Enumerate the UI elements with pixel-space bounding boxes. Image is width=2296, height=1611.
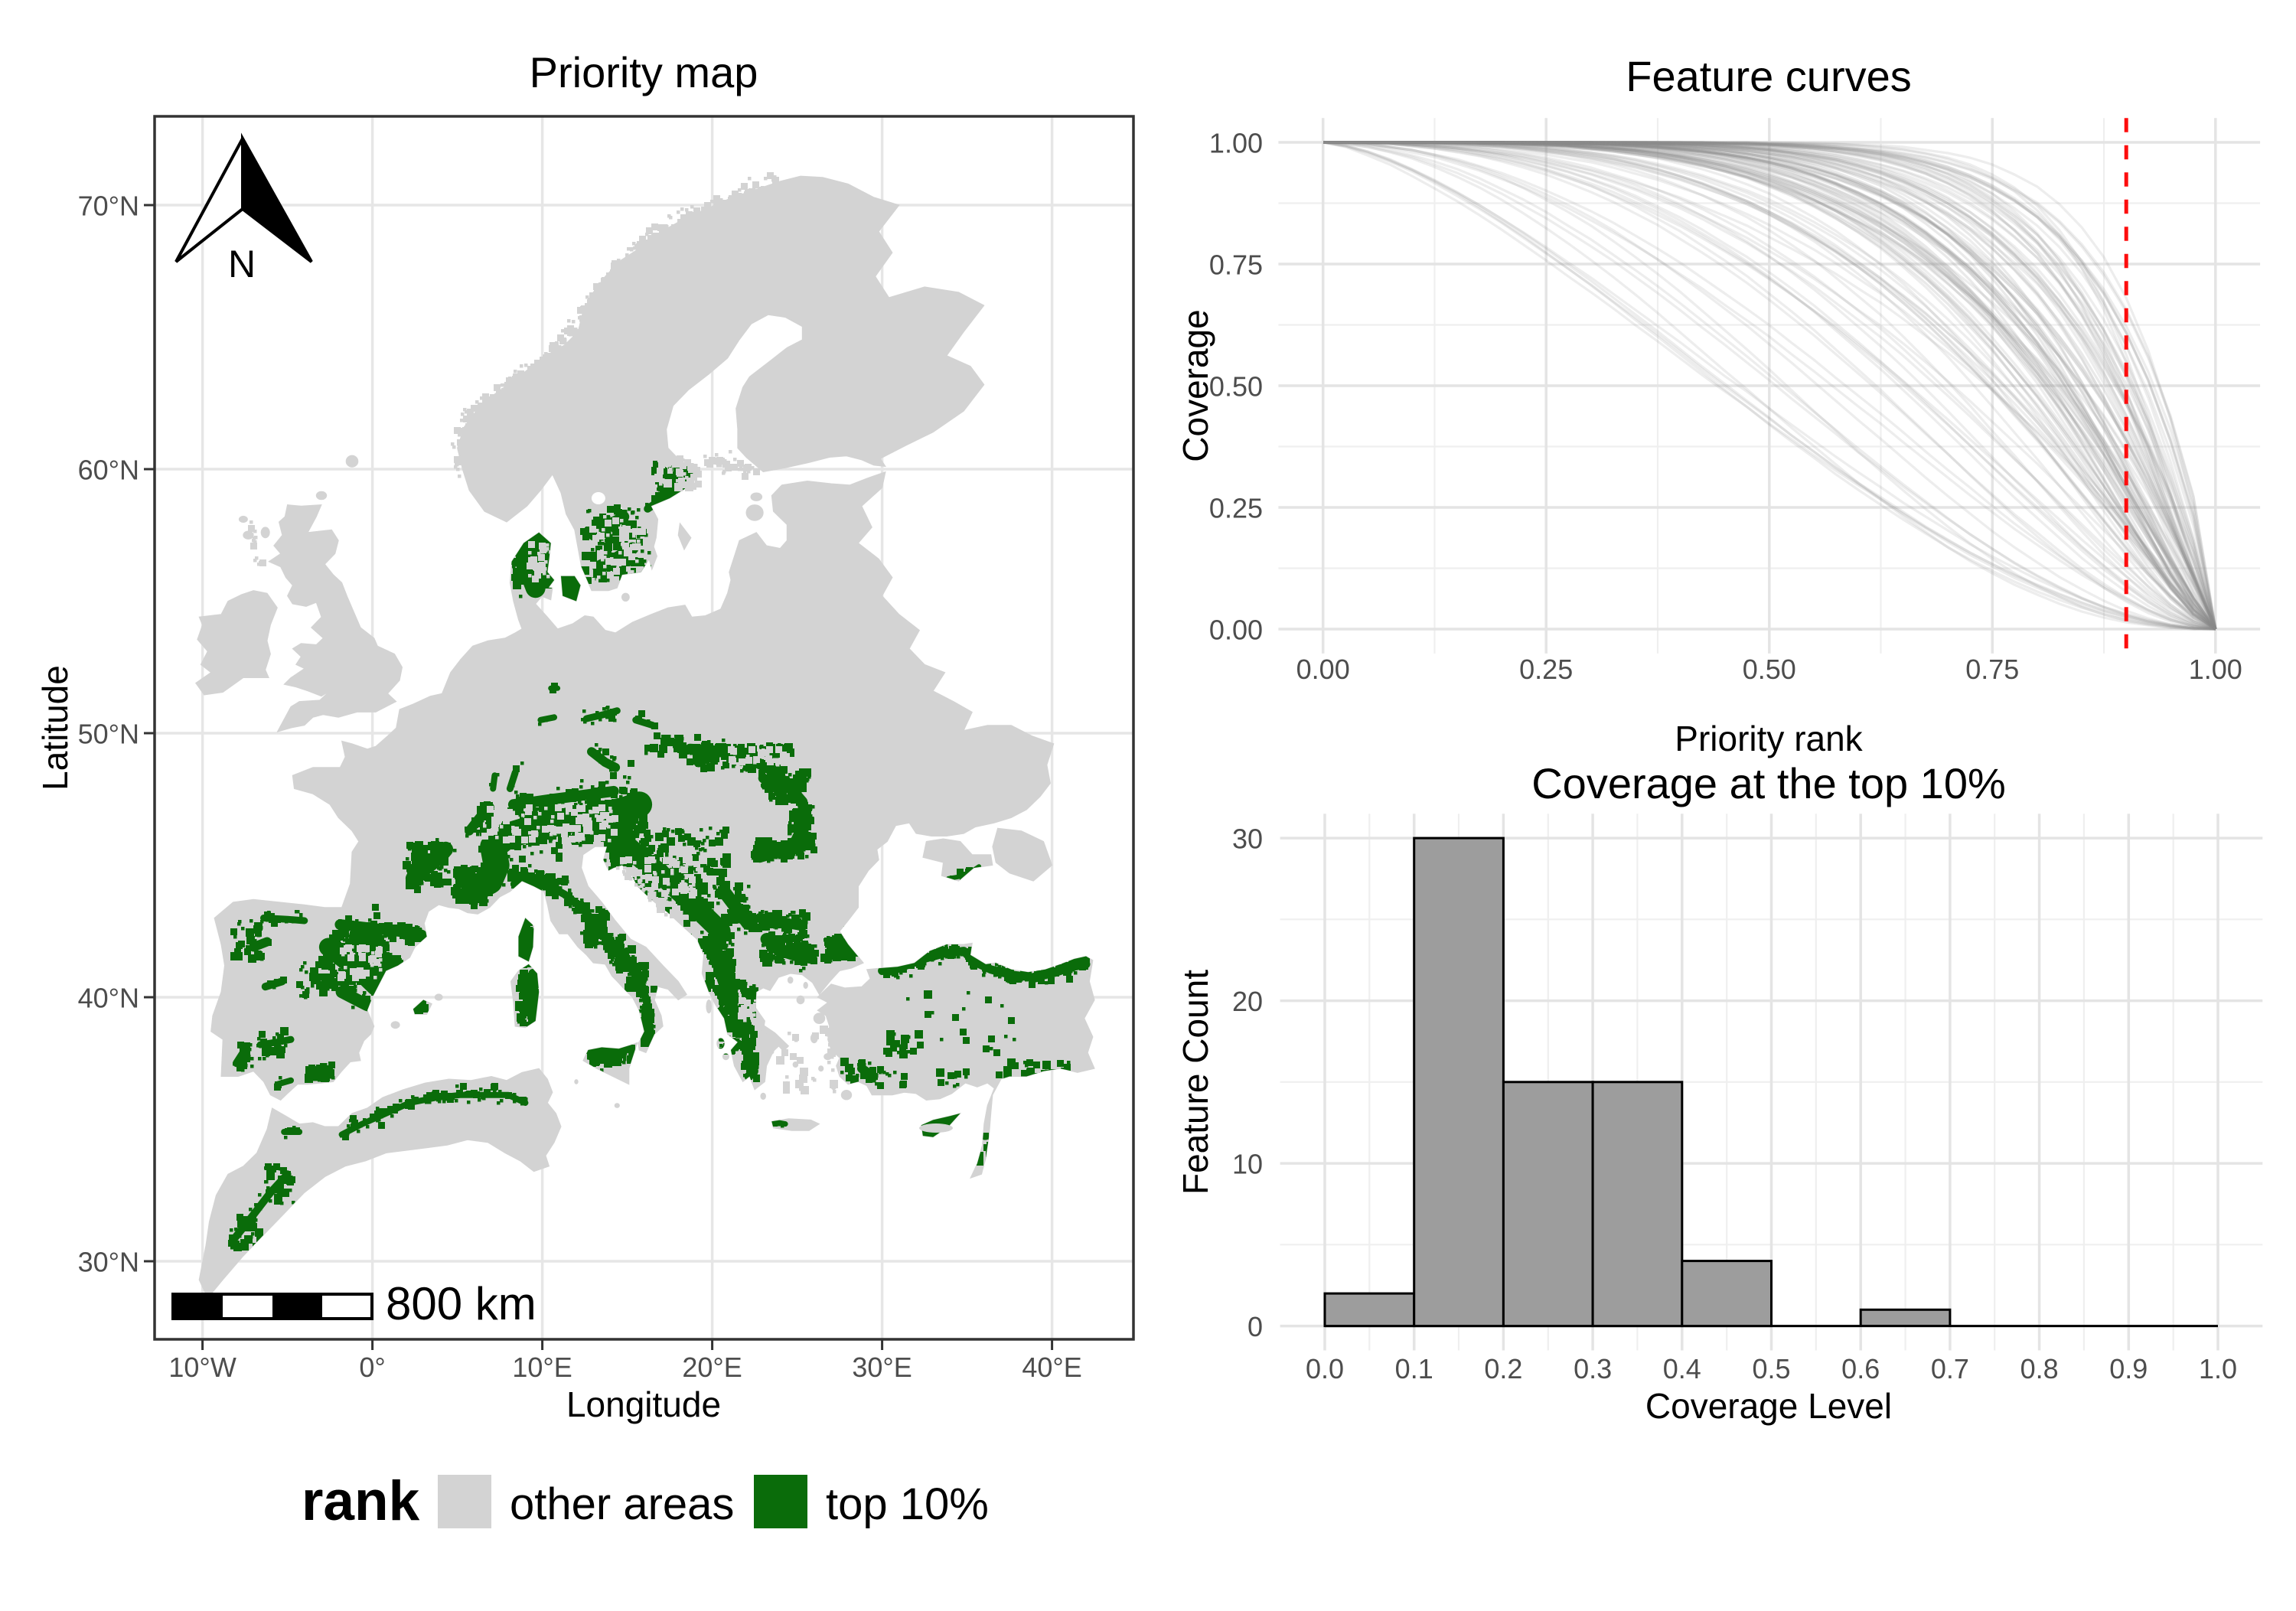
- svg-text:Feature curves: Feature curves: [1626, 52, 1912, 100]
- svg-text:1.00: 1.00: [1209, 128, 1263, 159]
- svg-text:0.4: 0.4: [1663, 1353, 1701, 1384]
- svg-text:Feature Count: Feature Count: [1176, 970, 1215, 1195]
- svg-text:0.1: 0.1: [1395, 1353, 1433, 1384]
- svg-text:10°W: 10°W: [168, 1352, 236, 1383]
- svg-text:50°N: 50°N: [78, 719, 139, 750]
- svg-text:0: 0: [1247, 1311, 1263, 1342]
- svg-text:0.00: 0.00: [1209, 615, 1263, 646]
- svg-text:0.9: 0.9: [2109, 1353, 2148, 1384]
- svg-text:Priority rank: Priority rank: [1675, 719, 1863, 758]
- svg-text:30°N: 30°N: [78, 1247, 139, 1278]
- svg-text:other areas: other areas: [510, 1479, 734, 1529]
- svg-text:40°E: 40°E: [1022, 1352, 1081, 1383]
- svg-text:800 km: 800 km: [386, 1278, 536, 1329]
- svg-text:Latitude: Latitude: [35, 665, 75, 791]
- svg-text:top 10%: top 10%: [826, 1479, 989, 1529]
- svg-text:0.00: 0.00: [1296, 654, 1350, 685]
- svg-text:30°E: 30°E: [852, 1352, 912, 1383]
- svg-text:20: 20: [1232, 986, 1263, 1017]
- svg-text:0.25: 0.25: [1209, 493, 1263, 524]
- svg-text:30: 30: [1232, 823, 1263, 855]
- svg-text:70°N: 70°N: [78, 191, 139, 222]
- svg-text:60°N: 60°N: [78, 455, 139, 486]
- svg-text:40°N: 40°N: [78, 983, 139, 1014]
- svg-text:N: N: [228, 243, 256, 285]
- svg-text:1.00: 1.00: [2189, 654, 2242, 685]
- svg-text:0.7: 0.7: [1931, 1353, 1969, 1384]
- svg-text:0.25: 0.25: [1519, 654, 1573, 685]
- svg-text:Coverage Level: Coverage Level: [1645, 1386, 1892, 1426]
- svg-text:rank: rank: [302, 1470, 420, 1532]
- svg-text:10: 10: [1232, 1149, 1263, 1180]
- svg-text:10°E: 10°E: [512, 1352, 572, 1383]
- svg-text:1.0: 1.0: [2199, 1353, 2237, 1384]
- svg-text:Priority map: Priority map: [530, 48, 758, 96]
- svg-text:0.50: 0.50: [1743, 654, 1796, 685]
- svg-text:0.75: 0.75: [1965, 654, 2019, 685]
- svg-text:0.0: 0.0: [1306, 1353, 1344, 1384]
- svg-text:0.6: 0.6: [1841, 1353, 1880, 1384]
- svg-text:0.2: 0.2: [1484, 1353, 1522, 1384]
- svg-text:0°: 0°: [359, 1352, 385, 1383]
- svg-text:20°E: 20°E: [682, 1352, 742, 1383]
- svg-text:0.3: 0.3: [1574, 1353, 1612, 1384]
- svg-text:0.5: 0.5: [1752, 1353, 1790, 1384]
- svg-text:Longitude: Longitude: [566, 1384, 721, 1424]
- svg-text:0.8: 0.8: [2020, 1353, 2059, 1384]
- svg-text:0.50: 0.50: [1209, 371, 1263, 403]
- svg-text:Coverage at the top 10%: Coverage at the top 10%: [1531, 759, 2006, 807]
- svg-text:Coverage: Coverage: [1176, 309, 1215, 461]
- svg-text:0.75: 0.75: [1209, 249, 1263, 281]
